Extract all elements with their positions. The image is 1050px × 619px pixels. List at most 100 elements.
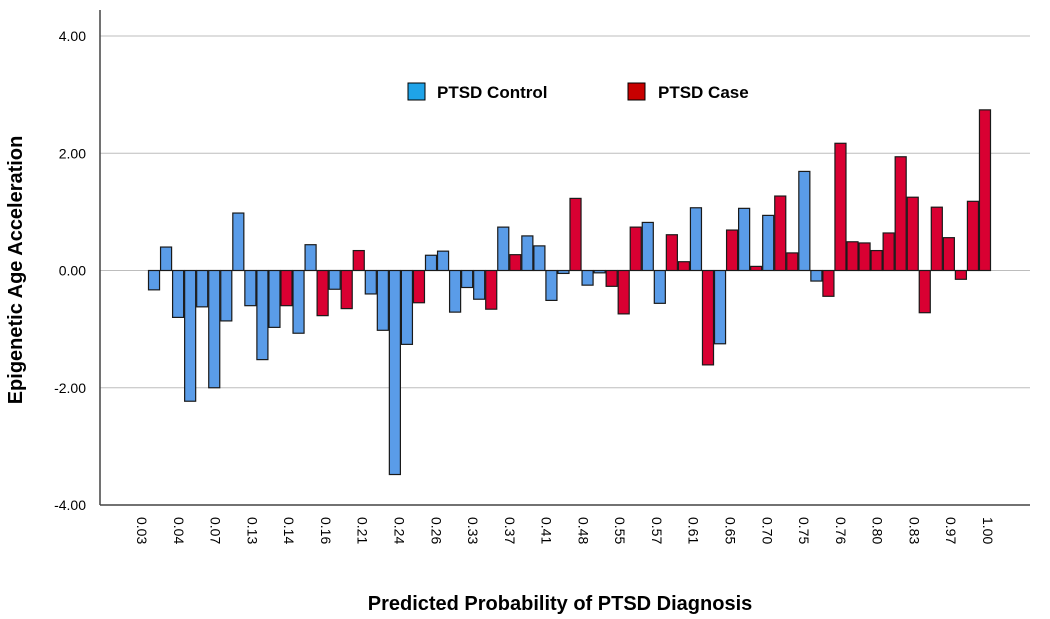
legend-swatch-case <box>627 82 646 101</box>
bar-case <box>930 206 943 272</box>
x-tick-label: 0.24 <box>391 517 407 544</box>
bar-case <box>701 269 715 366</box>
bar-case <box>894 156 907 272</box>
bar-case <box>340 269 353 310</box>
bar-case <box>485 269 498 310</box>
x-tick-label: 0.83 <box>906 517 922 544</box>
x-tick-label: 0.16 <box>318 517 334 544</box>
bar-case <box>750 265 763 272</box>
x-tick-label: 0.41 <box>539 517 555 544</box>
bar-control <box>256 269 269 361</box>
bar-control <box>448 269 462 313</box>
bar-control <box>424 254 438 272</box>
bar-control <box>268 269 281 328</box>
x-tick-label: 0.13 <box>244 517 260 544</box>
x-tick-label: 0.07 <box>208 517 224 544</box>
bar-case <box>617 269 630 315</box>
bar-control <box>388 269 402 476</box>
bar-case <box>954 269 968 280</box>
bar-control <box>593 269 606 274</box>
bar-control <box>364 269 377 295</box>
bar-case <box>918 269 931 314</box>
y-tick-label: -2.00 <box>54 380 86 396</box>
bar-control <box>521 235 534 272</box>
x-tick-label: 0.21 <box>355 517 371 544</box>
bar-case <box>677 261 691 272</box>
bar-control <box>171 269 185 319</box>
bar-case <box>870 249 883 272</box>
x-tick-label: 0.76 <box>833 517 849 544</box>
bar-control <box>581 269 594 286</box>
x-tick-label: 0.57 <box>649 517 665 544</box>
bar-case <box>509 254 522 272</box>
bar-control <box>473 269 486 300</box>
y-tick-label: 4.00 <box>59 28 86 44</box>
x-tick-label: 0.55 <box>612 517 628 544</box>
x-tick-label: 0.04 <box>171 517 187 544</box>
bar-case <box>822 269 835 297</box>
bar-control <box>292 269 305 334</box>
bar-case <box>629 226 642 272</box>
bar-control <box>497 226 510 272</box>
bar-control <box>810 269 823 282</box>
x-axis-title: Predicted Probability of PTSD Diagnosis <box>368 593 753 615</box>
bar-control <box>461 269 474 289</box>
legend-label-control: PTSD Control <box>437 83 548 102</box>
x-tick-label: 0.61 <box>686 517 702 544</box>
bar-control <box>400 269 414 345</box>
bar-control <box>220 269 233 322</box>
y-tick-labels: 4.00 2.00 0.00 -2.00 -4.00 <box>54 28 86 513</box>
bar-control <box>184 269 197 402</box>
bar-case <box>605 269 618 287</box>
bar-case <box>774 195 787 272</box>
bar-control <box>436 250 450 272</box>
bar-case <box>834 142 847 272</box>
bar-control <box>798 170 811 272</box>
x-tick-label: 0.65 <box>723 517 739 544</box>
bar-control <box>376 269 389 331</box>
bar-control <box>196 269 209 308</box>
bar-case <box>906 196 919 272</box>
bar-case <box>569 197 582 272</box>
x-tick-label: 1.00 <box>980 517 996 544</box>
y-tick-label: -4.00 <box>54 497 86 513</box>
bar-case <box>665 234 678 272</box>
bar-case <box>858 242 871 272</box>
bar-control <box>545 269 558 301</box>
bar-case <box>352 249 365 272</box>
bar-case <box>786 252 799 272</box>
x-tick-label: 0.26 <box>428 517 444 544</box>
bar-case <box>882 232 895 272</box>
bar-control <box>653 269 666 304</box>
bar-control <box>208 269 221 389</box>
x-tick-label: 0.14 <box>281 517 297 544</box>
bar-case <box>978 109 992 272</box>
x-tick-label: 0.75 <box>796 517 812 544</box>
bar-control <box>557 269 570 275</box>
gridlines <box>100 35 1030 389</box>
bar-control <box>232 212 245 272</box>
bar-case <box>966 200 980 272</box>
x-tick-label: 0.37 <box>502 517 518 544</box>
x-tick-label: 0.33 <box>465 517 481 544</box>
legend-swatch-control <box>407 82 426 101</box>
x-tick-label: 0.70 <box>759 517 775 544</box>
y-tick-label: 0.00 <box>59 263 86 279</box>
bar-case <box>412 269 426 304</box>
bar-control <box>713 269 727 345</box>
x-tick-labels: 0.03 0.04 0.07 0.13 0.14 0.16 0.21 0.24 0.26 0.33… <box>134 517 996 544</box>
bar-control <box>304 244 317 272</box>
y-axis-title: Epigenetic Age Acceleration <box>5 136 27 405</box>
legend-label-case: PTSD Case <box>658 83 749 102</box>
bar-case <box>846 241 859 272</box>
x-tick-label: 0.48 <box>575 517 591 544</box>
bar-case <box>942 237 955 272</box>
bar-case <box>316 269 329 317</box>
bar-case <box>280 269 293 307</box>
bar-control <box>762 214 775 272</box>
bar-control <box>641 221 654 272</box>
bar-control <box>147 269 161 291</box>
bar-control <box>533 245 546 272</box>
bar-control <box>244 269 257 307</box>
